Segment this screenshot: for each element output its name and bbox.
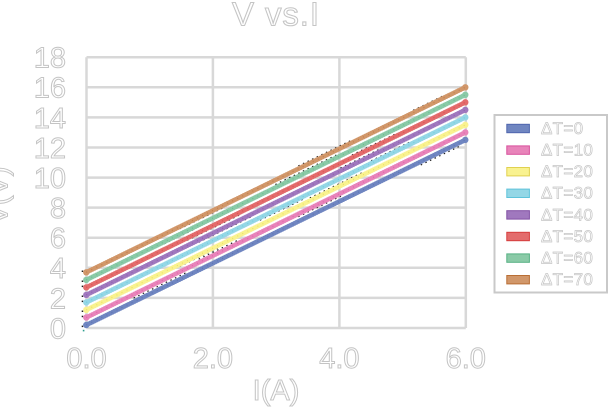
svg-text:ΔT=10: ΔT=10 — [541, 141, 593, 160]
svg-text:V vs.I: V vs.I — [232, 0, 320, 33]
svg-text:ΔT=40: ΔT=40 — [541, 205, 593, 224]
svg-text:ΔT=20: ΔT=20 — [541, 162, 593, 181]
svg-text:18: 18 — [34, 43, 66, 75]
svg-text:14: 14 — [34, 103, 66, 135]
svg-text:6: 6 — [50, 223, 66, 255]
svg-text:16: 16 — [34, 73, 66, 105]
svg-text:0.0: 0.0 — [66, 343, 106, 375]
svg-text:ΔT=70: ΔT=70 — [541, 270, 593, 289]
svg-text:V(V): V(V) — [0, 167, 15, 225]
svg-text:8: 8 — [50, 193, 66, 225]
svg-text:2: 2 — [50, 283, 66, 315]
svg-text:ΔT=0: ΔT=0 — [541, 119, 583, 138]
svg-text:0: 0 — [50, 313, 66, 345]
svg-text:ΔT=30: ΔT=30 — [541, 184, 593, 203]
svg-text:2.0: 2.0 — [193, 343, 233, 375]
svg-text:I(A): I(A) — [253, 375, 300, 407]
svg-text:10: 10 — [34, 163, 66, 195]
svg-text:6.0: 6.0 — [446, 343, 486, 375]
svg-text:4.0: 4.0 — [319, 343, 359, 375]
svg-text:12: 12 — [34, 133, 66, 165]
svg-text:4: 4 — [50, 253, 66, 285]
svg-text:ΔT=50: ΔT=50 — [541, 227, 593, 246]
svg-text:ΔT=60: ΔT=60 — [541, 249, 593, 268]
